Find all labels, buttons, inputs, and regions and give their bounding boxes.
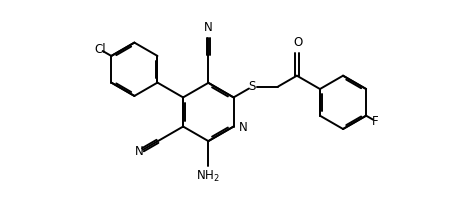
Text: NH$_2$: NH$_2$ [196,169,220,184]
Text: O: O [293,36,303,49]
Text: S: S [249,80,256,93]
Text: N: N [204,22,213,35]
Text: N: N [238,121,247,134]
Text: N: N [135,145,144,158]
Text: Cl: Cl [94,43,106,56]
Text: F: F [372,115,379,128]
